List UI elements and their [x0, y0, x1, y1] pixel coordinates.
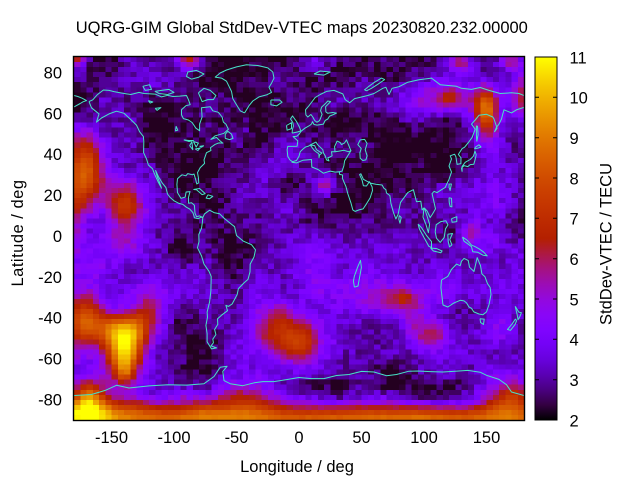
svg-text:20: 20 [44, 187, 62, 205]
svg-text:11: 11 [570, 49, 587, 67]
svg-text:UQRG-GIM Global StdDev-VTEC ma: UQRG-GIM Global StdDev-VTEC maps 2023082… [76, 19, 528, 37]
svg-text:-50: -50 [225, 429, 249, 447]
svg-text:60: 60 [44, 105, 62, 123]
svg-text:10: 10 [570, 90, 588, 108]
svg-text:7: 7 [570, 211, 579, 229]
svg-text:8: 8 [570, 170, 579, 188]
svg-text:5: 5 [570, 291, 579, 309]
svg-text:2: 2 [570, 412, 579, 430]
svg-text:6: 6 [570, 251, 579, 269]
svg-text:0: 0 [53, 228, 62, 246]
svg-text:StdDev-VTEC / TECU: StdDev-VTEC / TECU [598, 163, 616, 325]
svg-text:50: 50 [352, 429, 370, 447]
svg-text:-80: -80 [38, 391, 62, 409]
svg-text:-40: -40 [38, 310, 62, 328]
svg-text:-20: -20 [38, 269, 62, 287]
svg-text:-150: -150 [95, 429, 128, 447]
svg-text:100: 100 [410, 429, 438, 447]
svg-text:-60: -60 [38, 351, 62, 369]
svg-text:150: 150 [473, 429, 501, 447]
svg-text:Latitude / deg: Latitude / deg [9, 180, 27, 287]
svg-text:3: 3 [570, 372, 579, 390]
svg-text:9: 9 [570, 130, 579, 148]
svg-text:-100: -100 [157, 429, 190, 447]
svg-text:4: 4 [570, 332, 579, 350]
svg-text:Longitude / deg: Longitude / deg [240, 458, 354, 476]
svg-text:40: 40 [44, 146, 62, 164]
svg-text:0: 0 [294, 429, 303, 447]
svg-text:80: 80 [44, 64, 62, 82]
